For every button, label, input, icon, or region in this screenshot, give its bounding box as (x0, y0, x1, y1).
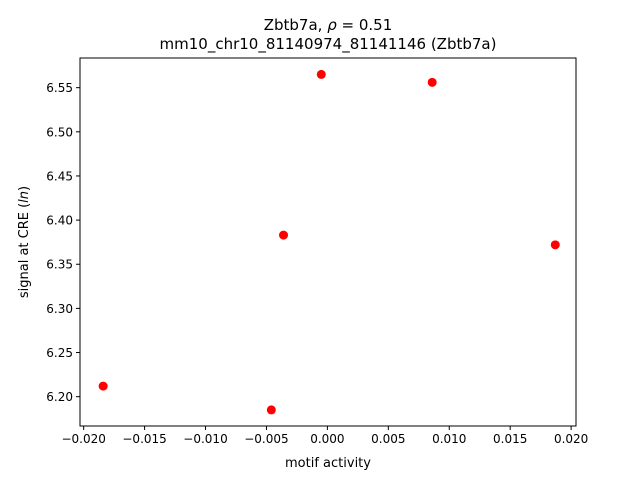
chart-title-line2: mm10_chr10_81140974_81141146 (Zbtb7a) (160, 35, 497, 54)
x-axis-label: motif activity (285, 456, 371, 471)
y-tick-label: 6.45 (46, 169, 73, 183)
y-tick-label: 6.40 (46, 214, 73, 228)
data-point (550, 240, 560, 250)
data-point (279, 230, 289, 240)
x-tick-label: −0.020 (61, 432, 105, 446)
chart-title-line1: Zbtb7a, ρ = 0.51 (264, 16, 393, 34)
x-tick-label: −0.010 (183, 432, 227, 446)
y-tick-label: 6.30 (46, 302, 73, 316)
y-tick-label: 6.55 (46, 81, 73, 95)
data-point (98, 381, 108, 391)
x-tick-label: 0.020 (554, 432, 588, 446)
x-tick-label: 0.005 (371, 432, 405, 446)
x-tick-label: 0.010 (432, 432, 466, 446)
x-tick-label: −0.015 (122, 432, 166, 446)
data-point (316, 69, 326, 79)
y-tick-label: 6.25 (46, 346, 73, 360)
y-tick-label: 6.35 (46, 258, 73, 272)
plot-area-frame (79, 57, 577, 427)
y-tick-label: 6.50 (46, 125, 73, 139)
x-tick-label: −0.005 (244, 432, 288, 446)
y-axis-label: signal at CRE (ln) (17, 186, 32, 298)
x-tick-label: 0.015 (493, 432, 527, 446)
x-tick-label: 0.000 (310, 432, 344, 446)
data-point (427, 77, 437, 87)
data-point (266, 405, 276, 415)
y-tick-label: 6.20 (46, 390, 73, 404)
